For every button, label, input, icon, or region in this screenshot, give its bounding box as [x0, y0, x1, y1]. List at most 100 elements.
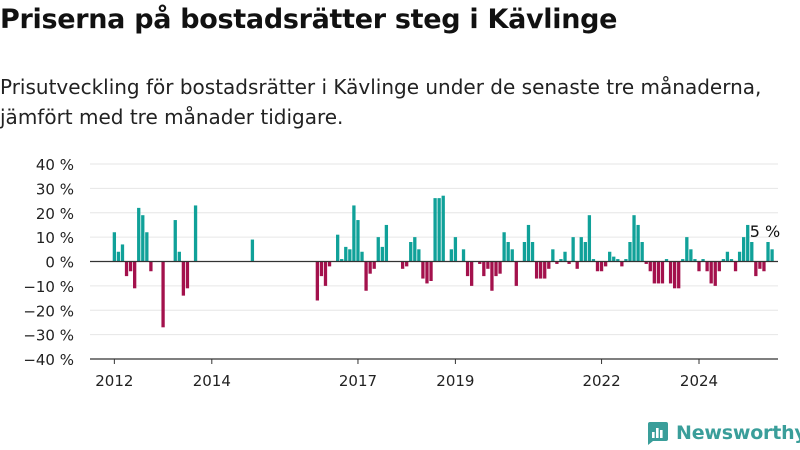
- bar: [644, 261, 648, 264]
- bar: [746, 224, 750, 262]
- bar: [599, 261, 604, 272]
- y-tick-label: 0 %: [45, 254, 74, 272]
- bar: [770, 249, 774, 262]
- bar: [510, 249, 514, 262]
- bar: [380, 246, 384, 262]
- bar: [668, 261, 673, 284]
- bar: [526, 224, 531, 262]
- bar: [681, 259, 685, 262]
- bar: [624, 259, 628, 262]
- bar: [729, 259, 734, 262]
- y-axis: 40 % 30 % 20 % 10 % 0 % −10 % −20 % −30 % −40 %: [23, 156, 74, 369]
- bar: [502, 232, 506, 262]
- bar: [360, 251, 364, 262]
- bar: [417, 249, 421, 262]
- bar: [737, 251, 742, 262]
- bar: [742, 237, 746, 262]
- bar: [514, 261, 518, 286]
- bar: [563, 251, 567, 262]
- bar: [660, 261, 665, 284]
- bar: [461, 249, 466, 262]
- bar: [543, 261, 547, 279]
- bar: [717, 261, 721, 272]
- y-tick-label: −30 %: [23, 327, 74, 345]
- bar: [494, 261, 498, 277]
- x-tick-label: 2022: [582, 372, 620, 390]
- bar: [672, 261, 677, 289]
- bar: [713, 261, 717, 286]
- bar: [709, 261, 713, 284]
- bar: [762, 261, 766, 272]
- bar: [344, 246, 348, 262]
- bar: [575, 261, 579, 269]
- bar: [571, 237, 575, 262]
- bar: [628, 242, 632, 262]
- bar: [421, 261, 425, 279]
- bar: [372, 261, 376, 269]
- bar: [400, 261, 405, 269]
- bar: [193, 205, 198, 262]
- bar: [141, 215, 145, 262]
- bar: [685, 237, 689, 262]
- bar: [608, 251, 612, 262]
- bar: [405, 261, 409, 267]
- x-axis: 2012 2014 2017 2019 2022 2024: [90, 260, 778, 390]
- bar: [603, 261, 608, 267]
- annotation-label: 5 %: [750, 222, 780, 241]
- bar: [547, 261, 551, 269]
- y-tick-label: −40 %: [23, 351, 74, 369]
- bar: [583, 242, 587, 262]
- bar: [640, 242, 644, 262]
- bar: [137, 207, 141, 262]
- bar: [530, 242, 535, 262]
- bar: [652, 261, 656, 284]
- bar: [116, 251, 121, 262]
- y-tick-label: 10 %: [36, 229, 74, 247]
- bar: [595, 261, 600, 272]
- y-tick-label: 40 %: [36, 156, 74, 174]
- bar: [409, 242, 413, 262]
- bar: [429, 261, 433, 281]
- bar: [534, 261, 539, 279]
- bar: [721, 259, 726, 262]
- x-tick-label: 2012: [95, 372, 133, 390]
- bar: [506, 242, 510, 262]
- bar: [449, 249, 453, 262]
- x-tick-label: 2019: [436, 372, 474, 390]
- bar: [112, 232, 117, 262]
- bar: [612, 256, 616, 262]
- bar: [149, 261, 153, 272]
- bar: [161, 261, 165, 328]
- bar: [185, 261, 190, 289]
- bar: [133, 261, 137, 289]
- bar: [340, 259, 344, 262]
- bar-chart: 40 %30 %20 %10 %0 %−10 %−20 %−30 %−40 % …: [23, 156, 780, 390]
- bar: [591, 259, 596, 262]
- bar: [664, 259, 669, 262]
- bar: [368, 261, 372, 274]
- bar: [490, 261, 494, 291]
- bar: [522, 242, 527, 262]
- bar: [319, 261, 324, 277]
- y-tick-label: 30 %: [36, 180, 74, 198]
- newsworthy-logo: Newsworthy: [644, 419, 800, 447]
- y-tick-label: 20 %: [36, 205, 74, 223]
- bar: [733, 261, 738, 272]
- bar: [555, 261, 559, 264]
- x-tick-label: 2017: [339, 372, 377, 390]
- bar: [616, 259, 620, 262]
- bar: [567, 261, 571, 264]
- bar: [539, 261, 543, 279]
- bar: [498, 261, 502, 274]
- bar: [725, 251, 730, 262]
- bar: [559, 259, 563, 262]
- bar: [701, 259, 705, 262]
- bar: [352, 205, 356, 262]
- bar: [364, 261, 368, 291]
- bar: [315, 261, 320, 301]
- bar: [376, 237, 380, 262]
- bar: [356, 220, 360, 262]
- chart-subtitle: Prisutveckling för bostadsrätter i Kävli…: [0, 75, 762, 129]
- bar: [482, 261, 486, 277]
- bar: [693, 259, 697, 262]
